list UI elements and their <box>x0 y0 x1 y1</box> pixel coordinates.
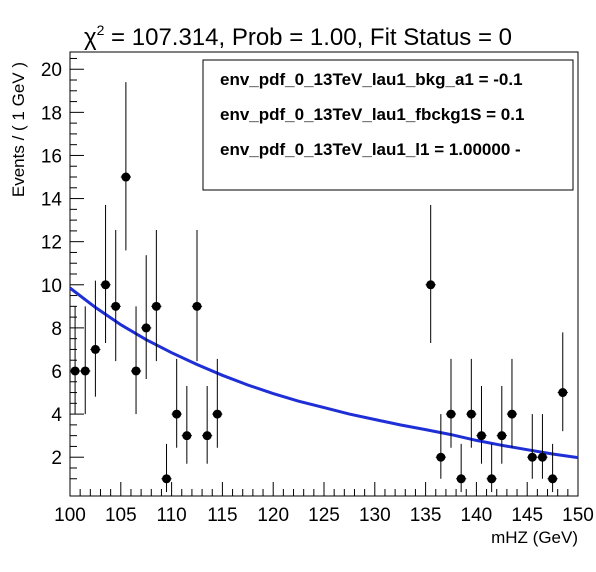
data-point <box>506 358 518 448</box>
data-marker <box>101 280 111 290</box>
data-point <box>181 386 192 464</box>
data-marker <box>90 344 100 354</box>
x-axis-label: mHZ (GeV) <box>491 528 578 547</box>
data-point <box>70 306 81 415</box>
data-point <box>120 82 131 251</box>
data-marker <box>466 409 476 419</box>
data-marker <box>182 431 192 441</box>
data-point <box>496 386 507 464</box>
legend-entry-fbckg1s: env_pdf_0_13TeV_lau1_fbckg1S = 0.1 <box>220 105 524 124</box>
x-axis-ticks: 100 105 110 115 120 125 130 135 140 145 150 <box>54 482 594 526</box>
data-point <box>486 443 497 493</box>
legend-box: env_pdf_0_13TeV_lau1_bkg_a1 = -0.1 env_p… <box>202 59 574 191</box>
x-tick-label: 100 <box>54 505 86 526</box>
data-point <box>161 443 172 493</box>
data-point <box>110 230 121 362</box>
data-marker <box>497 431 507 441</box>
data-point <box>466 358 477 448</box>
data-point <box>141 255 152 380</box>
data-point <box>537 414 548 479</box>
data-marker <box>192 301 202 311</box>
data-marker <box>487 474 497 484</box>
data-marker <box>507 409 517 419</box>
y-axis-label: Events / ( 1 GeV ) <box>9 62 28 197</box>
data-marker <box>111 301 121 311</box>
data-marker <box>446 409 456 419</box>
data-point <box>202 386 213 464</box>
data-marker <box>131 366 141 376</box>
data-point <box>476 386 487 464</box>
data-marker <box>537 452 547 462</box>
data-marker <box>202 431 212 441</box>
data-point <box>151 230 162 362</box>
data-marker <box>151 301 161 311</box>
y-tick-label: 12 <box>41 233 62 254</box>
legend-entry-l1: env_pdf_0_13TeV_lau1_l1 = 1.00000 - <box>220 140 521 159</box>
data-point <box>557 332 568 432</box>
y-tick-label: 2 <box>51 448 62 469</box>
x-tick-label: 150 <box>562 505 594 526</box>
x-tick-label: 140 <box>461 505 493 526</box>
y-tick-label: 8 <box>51 319 62 340</box>
data-marker <box>141 323 151 333</box>
data-point <box>191 230 203 362</box>
data-marker <box>212 409 222 419</box>
y-tick-label: 14 <box>41 190 63 211</box>
y-tick-label: 20 <box>41 60 62 81</box>
x-tick-label: 120 <box>257 505 289 526</box>
data-marker <box>426 280 436 290</box>
data-marker <box>172 409 182 419</box>
data-point <box>435 414 446 479</box>
data-point <box>456 443 467 493</box>
y-tick-label: 18 <box>41 103 62 124</box>
chart-title: χ2 = 107.314, Prob = 1.00, Fit Status = … <box>84 22 512 51</box>
data-marker <box>70 366 80 376</box>
x-tick-label: 110 <box>156 505 186 526</box>
data-marker <box>162 474 172 484</box>
y-axis-ticks: 2 4 6 8 10 12 14 16 18 20 <box>41 57 84 480</box>
y-tick-label: 6 <box>51 362 62 383</box>
right-clip <box>589 40 596 210</box>
data-point <box>425 204 436 344</box>
data-point <box>90 280 101 397</box>
data-point <box>130 306 142 415</box>
data-point <box>171 358 182 448</box>
data-points-layer <box>70 82 568 493</box>
y-tick-label: 16 <box>41 146 62 167</box>
data-point <box>527 414 538 479</box>
data-marker <box>476 431 486 441</box>
y-tick-label: 4 <box>51 405 62 426</box>
data-marker <box>527 452 537 462</box>
fit-curve-layer <box>69 286 579 460</box>
data-point <box>80 306 91 415</box>
data-marker <box>436 452 446 462</box>
data-point <box>547 443 558 493</box>
data-point <box>100 204 111 344</box>
data-marker <box>548 474 558 484</box>
data-marker <box>558 388 568 398</box>
legend-entry-bkg-a1: env_pdf_0_13TeV_lau1_bkg_a1 = -0.1 <box>220 70 523 89</box>
x-tick-label: 105 <box>105 505 137 526</box>
data-marker <box>121 172 131 182</box>
x-tick-label: 135 <box>410 505 442 526</box>
x-tick-label: 125 <box>308 505 340 526</box>
y-tick-label: 10 <box>41 276 62 297</box>
x-tick-label: 145 <box>511 505 543 526</box>
data-marker <box>80 366 90 376</box>
data-point <box>445 358 457 448</box>
data-marker <box>456 474 466 484</box>
fit-curve <box>69 286 579 460</box>
x-tick-label: 130 <box>359 505 391 526</box>
data-point <box>212 358 223 448</box>
x-tick-label: 115 <box>207 505 237 526</box>
